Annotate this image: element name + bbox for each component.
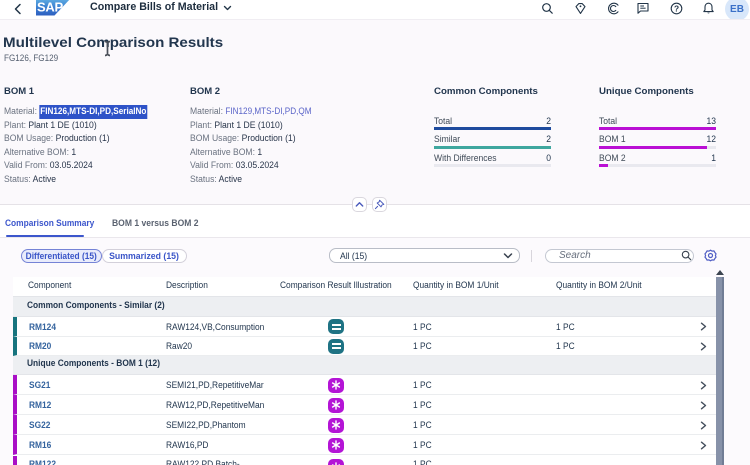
svg-text:?: ? [674,3,679,13]
svg-text:SAP: SAP [37,0,64,14]
